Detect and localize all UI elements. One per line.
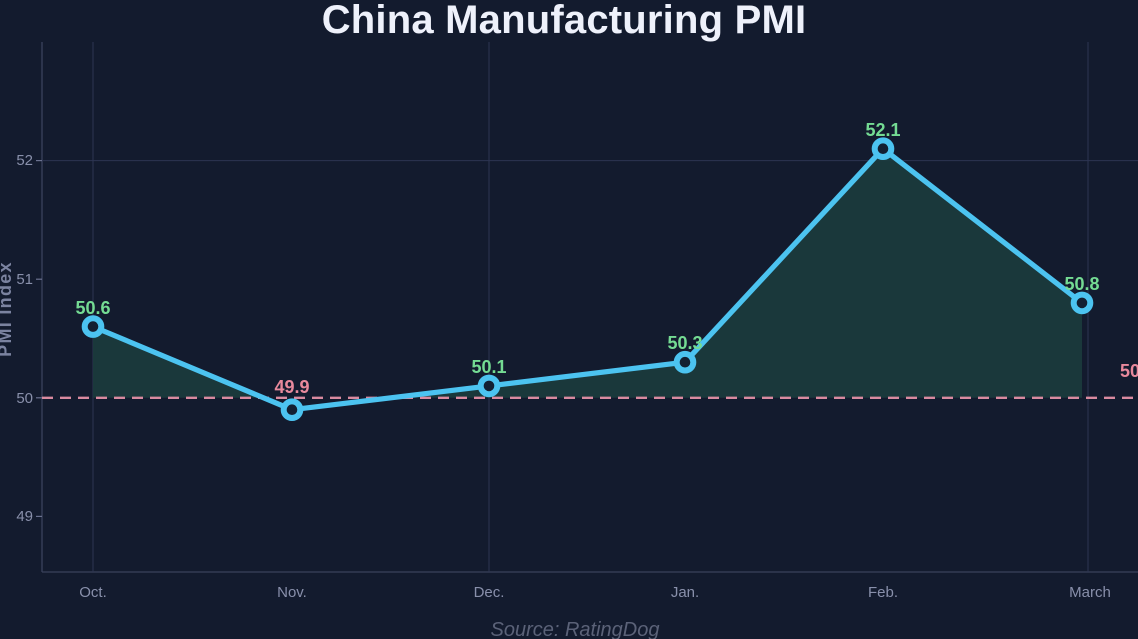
svg-text:Feb.: Feb. — [868, 584, 898, 601]
svg-text:50: 50 — [1120, 361, 1138, 381]
svg-text:Source: RatingDog: Source: RatingDog — [491, 619, 660, 639]
svg-text:Nov.: Nov. — [277, 584, 307, 601]
svg-text:PMI Index: PMI Index — [0, 261, 15, 357]
svg-text:49.9: 49.9 — [274, 377, 309, 397]
svg-text:Jan.: Jan. — [671, 584, 699, 601]
svg-text:50.6: 50.6 — [75, 298, 110, 318]
svg-text:50.3: 50.3 — [667, 333, 702, 353]
svg-text:49: 49 — [16, 508, 33, 525]
svg-text:50: 50 — [16, 390, 33, 407]
svg-text:51: 51 — [16, 271, 33, 288]
svg-text:52.1: 52.1 — [865, 120, 900, 140]
svg-text:50.8: 50.8 — [1064, 274, 1099, 294]
svg-text:Dec.: Dec. — [474, 584, 505, 601]
svg-text:March: March — [1069, 584, 1111, 601]
svg-text:52: 52 — [16, 152, 33, 169]
svg-text:Oct.: Oct. — [79, 584, 107, 601]
svg-text:50.1: 50.1 — [471, 357, 506, 377]
